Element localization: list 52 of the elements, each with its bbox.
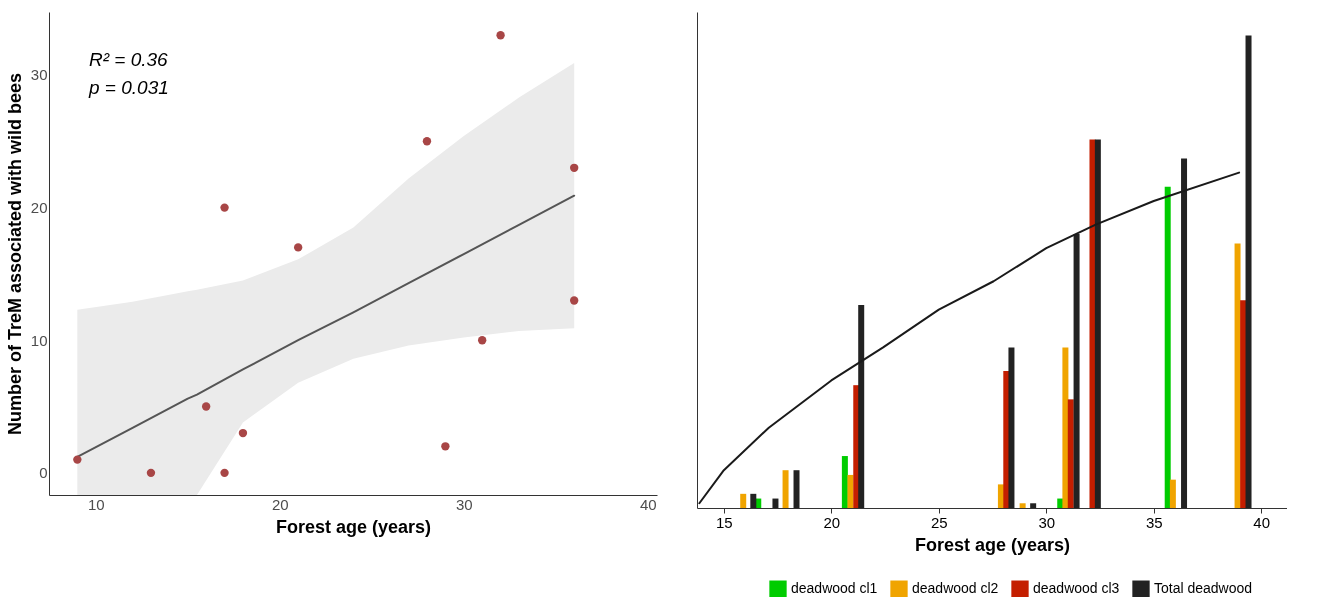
bar <box>1062 347 1069 508</box>
x-tick-label: 40 <box>639 495 657 513</box>
point <box>478 336 487 345</box>
x-tick-label: 40 <box>1253 513 1271 531</box>
point <box>146 468 156 478</box>
y-tick-label: 10 <box>30 331 48 349</box>
x-tick-label: 30 <box>455 495 473 513</box>
y-tick-label: 20 <box>30 199 48 217</box>
bar <box>1164 186 1171 508</box>
y-tick-label: 30 <box>30 66 48 84</box>
bar <box>1089 139 1096 508</box>
x-tick-label: 10 <box>87 495 105 513</box>
bar <box>1019 503 1026 508</box>
x-tick-label: 35 <box>1145 513 1163 531</box>
x-tick-label: 30 <box>1038 513 1056 531</box>
x-axis-title: Forest age (years) <box>914 534 1071 555</box>
bar <box>740 493 747 508</box>
legend-label: deadwood cl1 <box>791 580 878 597</box>
x-tick-label: 15 <box>716 513 733 531</box>
point <box>496 31 505 40</box>
bar <box>772 498 779 508</box>
point <box>201 402 211 411</box>
y-tick-label: 0 <box>39 464 48 482</box>
y-axis-title: Number of TreM associated with wild bees <box>4 72 25 436</box>
bar <box>1067 399 1074 508</box>
x-tick-label: 20 <box>271 495 289 513</box>
bar <box>793 470 800 508</box>
point <box>422 137 432 146</box>
legend-label: deadwood cl3 <box>1033 580 1120 597</box>
annotation: R² = 0.36 <box>89 49 169 70</box>
bar <box>1169 479 1176 508</box>
point <box>220 468 229 478</box>
bar <box>847 474 854 508</box>
point <box>441 442 450 451</box>
point <box>220 203 229 212</box>
bar <box>1030 503 1037 508</box>
x-tick-label: 25 <box>930 513 948 531</box>
point <box>570 163 579 172</box>
point <box>238 428 248 438</box>
legend-label: Total deadwood <box>1154 580 1253 597</box>
bar <box>1245 35 1252 508</box>
bar <box>1008 347 1015 508</box>
annotation: p = 0.031 <box>88 77 169 98</box>
x-tick-label: 20 <box>823 513 841 531</box>
legend-label: deadwood cl2 <box>912 580 999 597</box>
bar <box>782 470 789 508</box>
point <box>73 455 82 464</box>
point <box>293 243 303 252</box>
x-axis-title: Forest age (years) <box>275 516 432 537</box>
bar <box>750 493 757 508</box>
point <box>570 296 579 305</box>
bar <box>1240 300 1247 508</box>
